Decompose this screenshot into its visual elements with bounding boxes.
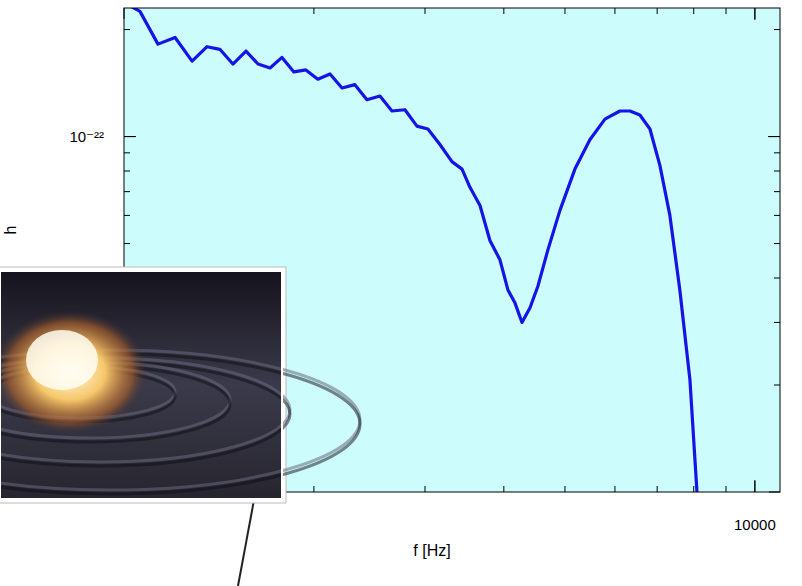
y-minor-tick bbox=[124, 215, 130, 216]
y-minor-tick bbox=[124, 243, 130, 244]
x-minor-tick bbox=[313, 8, 314, 14]
y-axis-title: h bbox=[2, 226, 19, 235]
y-minor-tick bbox=[774, 278, 780, 279]
glow-core bbox=[26, 330, 98, 390]
x-minor-tick bbox=[503, 486, 504, 492]
x-minor-tick bbox=[657, 8, 658, 14]
x-minor-tick bbox=[313, 486, 314, 492]
x-minor-tick bbox=[726, 486, 727, 492]
glow bbox=[0, 310, 148, 434]
y-minor-tick bbox=[124, 171, 130, 172]
x-minor-tick bbox=[425, 8, 426, 14]
x-minor-tick bbox=[754, 481, 755, 492]
x-tick bbox=[754, 480, 755, 492]
x-minor-tick bbox=[657, 486, 658, 492]
y-minor-tick bbox=[124, 136, 135, 137]
pointer-line bbox=[238, 500, 254, 586]
y-tick bbox=[124, 136, 136, 137]
y-minor-tick bbox=[774, 215, 780, 216]
y-minor-tick bbox=[124, 152, 130, 153]
y-minor-tick bbox=[774, 171, 780, 172]
inset-edge bbox=[0, 271, 282, 499]
x-axis-title: f [Hz] bbox=[413, 542, 450, 559]
y-minor-tick bbox=[774, 322, 780, 323]
y-minor-tick bbox=[774, 29, 780, 30]
y-minor-tick bbox=[774, 243, 780, 244]
x-minor-tick bbox=[503, 8, 504, 14]
y-tick-label: 10⁻²² bbox=[69, 128, 104, 145]
x-minor-tick bbox=[693, 486, 694, 492]
x-minor-tick bbox=[614, 8, 615, 14]
y-minor-tick bbox=[124, 29, 130, 30]
x-minor-tick bbox=[564, 486, 565, 492]
x-minor-tick bbox=[425, 486, 426, 492]
y-minor-tick bbox=[769, 136, 780, 137]
x-minor-tick bbox=[754, 8, 755, 19]
y-minor-tick bbox=[124, 191, 130, 192]
x-minor-tick bbox=[614, 486, 615, 492]
chart: 10000 10⁻²² f [Hz] h bbox=[0, 0, 802, 586]
inset-image bbox=[0, 267, 360, 586]
x-minor-tick bbox=[693, 8, 694, 14]
y-tick bbox=[768, 136, 780, 137]
y-minor-tick bbox=[774, 152, 780, 153]
x-minor-tick bbox=[564, 8, 565, 14]
x-minor-tick bbox=[726, 8, 727, 14]
y-minor-tick bbox=[774, 191, 780, 192]
x-tick-label: 10000 bbox=[734, 516, 776, 533]
y-minor-tick bbox=[774, 385, 780, 386]
x-tick bbox=[754, 8, 755, 20]
